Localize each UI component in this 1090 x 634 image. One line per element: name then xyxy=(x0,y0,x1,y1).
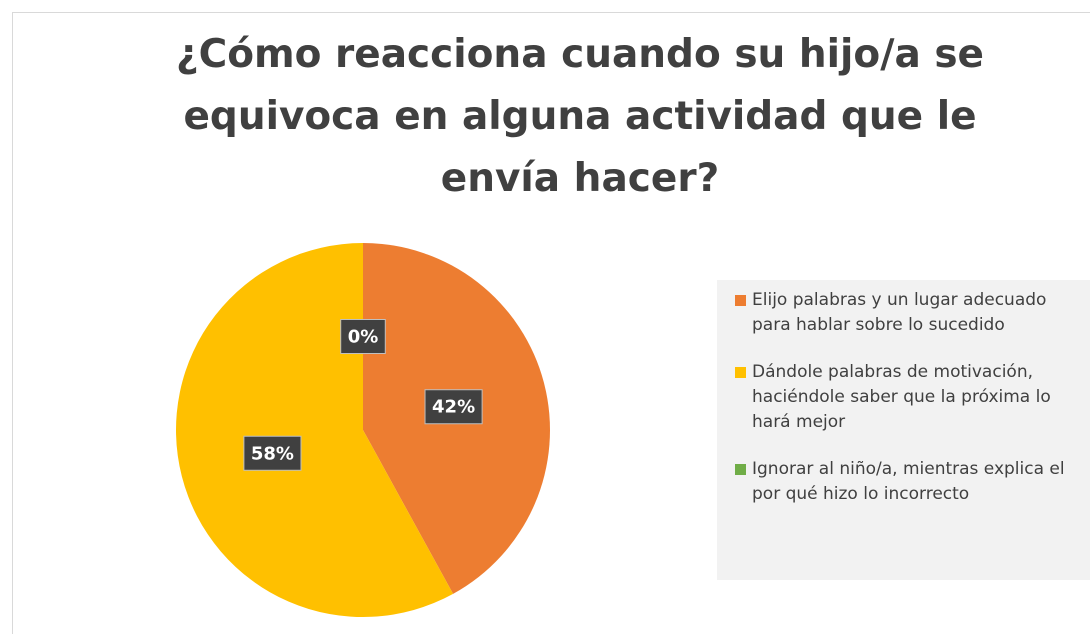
data-label-text: 42% xyxy=(432,397,475,418)
legend-label: Elijo palabras y un lugar adecuado para … xyxy=(752,290,1047,335)
data-label: 0% xyxy=(340,319,386,354)
legend-item: Dándole palabras de motivación, haciéndo… xyxy=(735,360,1082,435)
legend: Elijo palabras y un lugar adecuado para … xyxy=(717,280,1090,580)
legend-item: Elijo palabras y un lugar adecuado para … xyxy=(735,288,1082,338)
chart-title: ¿Cómo reacciona cuando su hijo/a se equi… xyxy=(175,32,984,201)
legend-swatch xyxy=(735,295,746,306)
legend-item: Ignorar al niño/a, mientras explica el p… xyxy=(735,457,1082,507)
legend-swatch xyxy=(735,367,746,378)
data-label-text: 58% xyxy=(251,443,294,464)
data-label-text: 0% xyxy=(348,327,379,348)
pie-slice xyxy=(176,243,454,617)
legend-label: Dándole palabras de motivación, haciéndo… xyxy=(752,362,1051,432)
data-label-box xyxy=(243,435,302,471)
chart-frame xyxy=(12,12,1090,634)
data-label-box xyxy=(340,319,386,354)
data-label-box xyxy=(424,389,483,425)
legend-label: Ignorar al niño/a, mientras explica el p… xyxy=(752,459,1065,504)
data-label: 42% xyxy=(424,389,483,425)
data-label: 58% xyxy=(243,435,302,471)
legend-swatch xyxy=(735,464,746,475)
